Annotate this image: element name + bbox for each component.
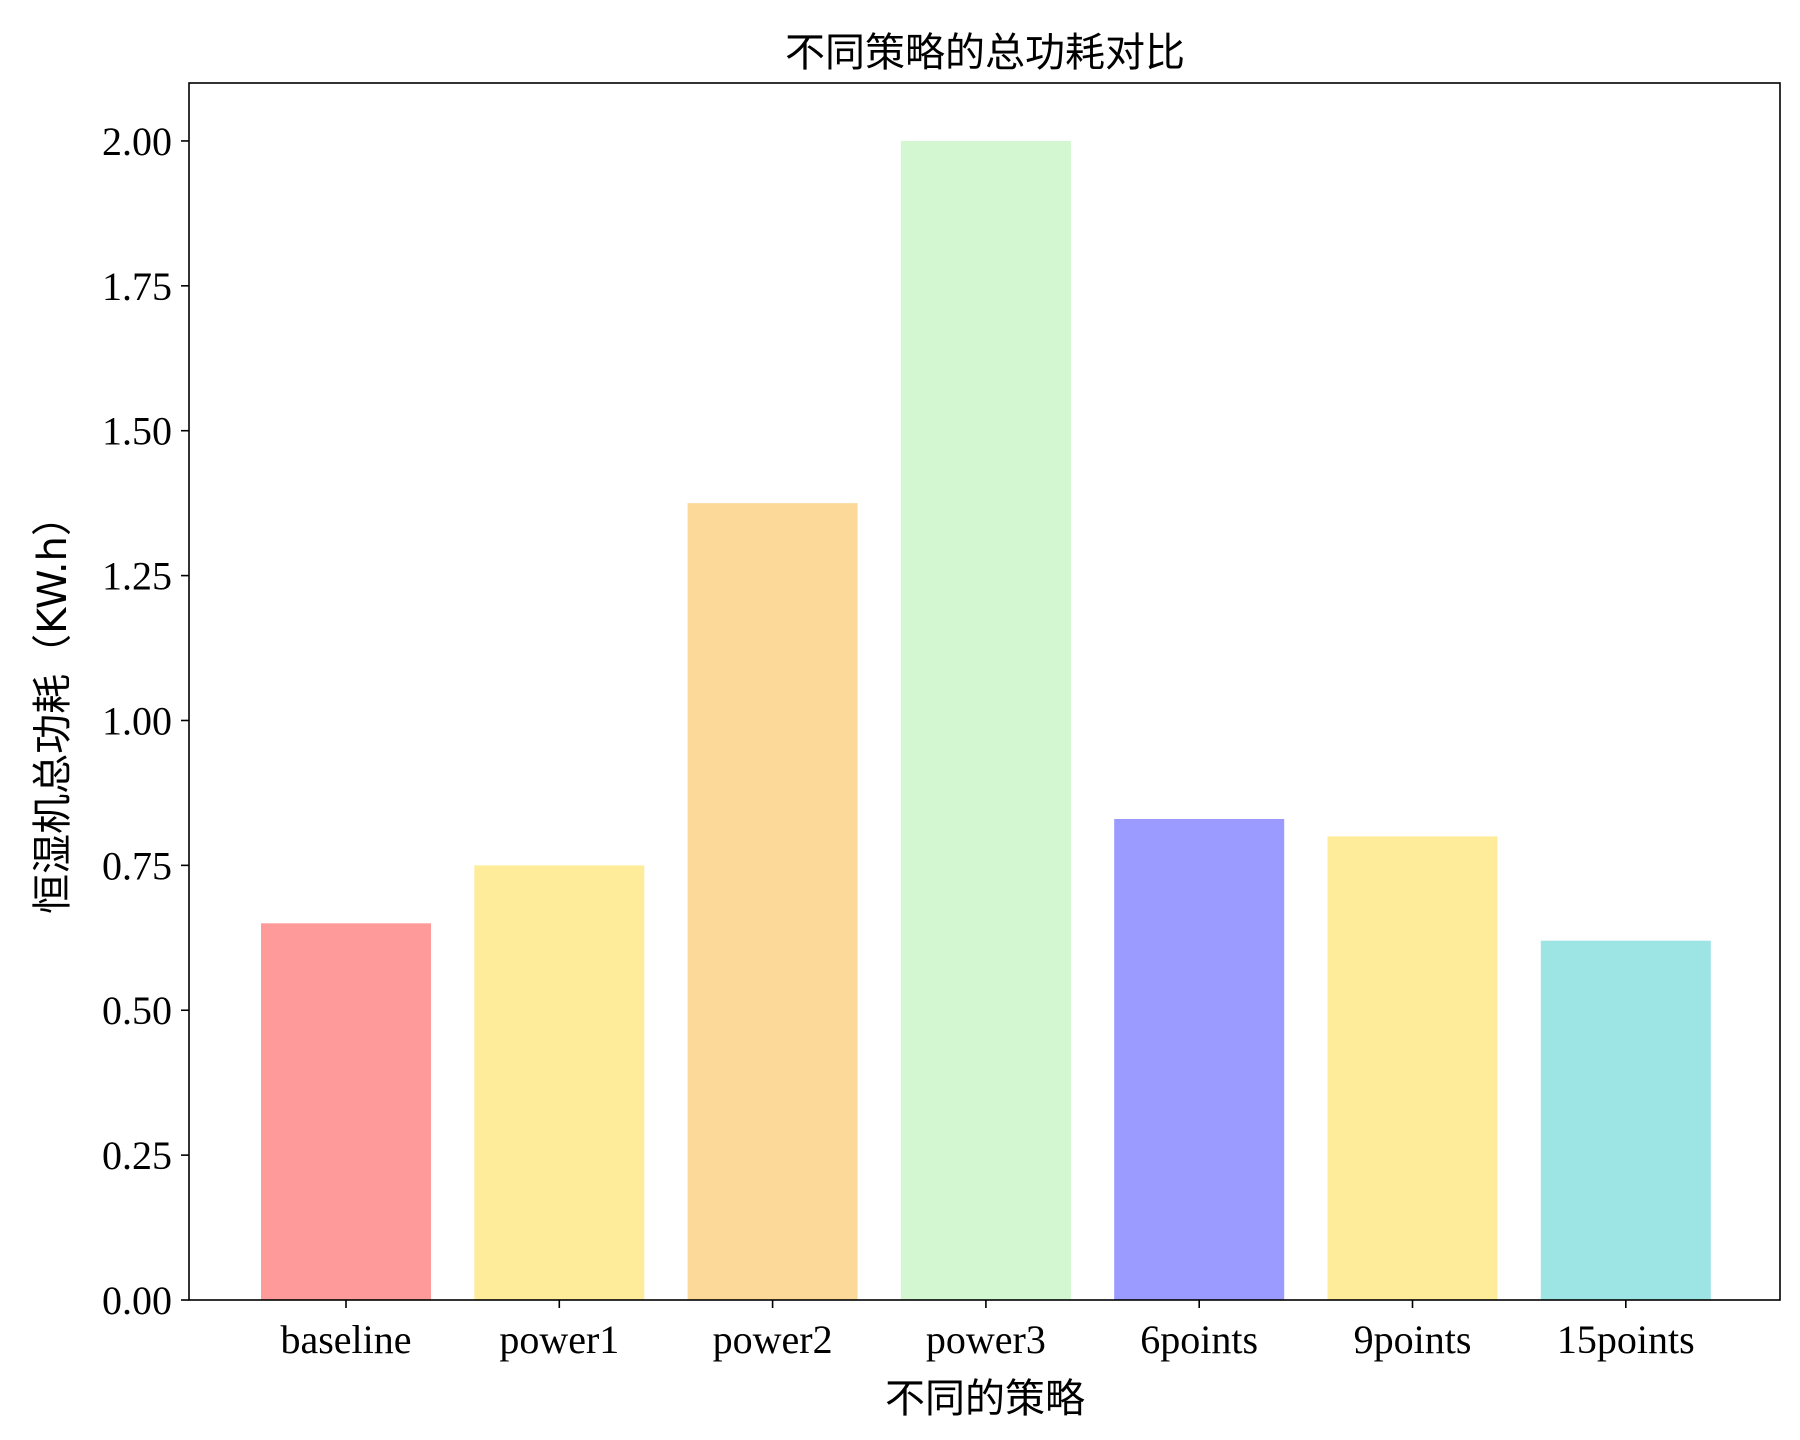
y-axis-label: 恒湿机总功耗（KW.h）: [30, 496, 76, 914]
bar-baseline: [261, 923, 431, 1300]
plot-frame: [188, 82, 1781, 1301]
y-axis-ticks: 0.00 0.25 0.50 0.75 1.00 1.25 1.50 1.75 2.00: [102, 119, 189, 1323]
bar-15points: [1540, 940, 1711, 1300]
x-tick-label: power3: [926, 1317, 1046, 1362]
y-tick-label: 0.00: [102, 1278, 172, 1323]
bars-group: [261, 140, 1711, 1300]
x-axis-label: 不同的策略: [885, 1376, 1085, 1422]
x-tick-label: 6points: [1140, 1317, 1258, 1362]
x-axis-ticks: baseline power1 power2 power3 6points 9points…: [280, 1300, 1695, 1362]
x-tick-label: baseline: [280, 1317, 411, 1362]
y-tick-label: 1.25: [102, 554, 172, 599]
bar-power2: [687, 503, 858, 1300]
bar-power1: [474, 865, 645, 1300]
y-tick-label: 2.00: [102, 119, 172, 164]
x-tick-label: 15points: [1557, 1317, 1695, 1362]
x-tick-label: power1: [499, 1317, 619, 1362]
y-tick-label: 0.75: [102, 843, 172, 888]
bar-6points: [1114, 818, 1285, 1300]
y-tick-label: 0.50: [102, 988, 172, 1033]
bar-power3: [900, 140, 1071, 1300]
bar-9points: [1327, 836, 1498, 1300]
y-tick-label: 1.75: [102, 264, 172, 309]
chart-title: 不同策略的总功耗对比: [785, 30, 1185, 76]
x-tick-label: 9points: [1354, 1317, 1472, 1362]
y-tick-label: 1.50: [102, 409, 172, 454]
y-tick-label: 1.00: [102, 698, 172, 743]
y-tick-label: 0.25: [102, 1133, 172, 1178]
x-tick-label: power2: [713, 1317, 833, 1362]
